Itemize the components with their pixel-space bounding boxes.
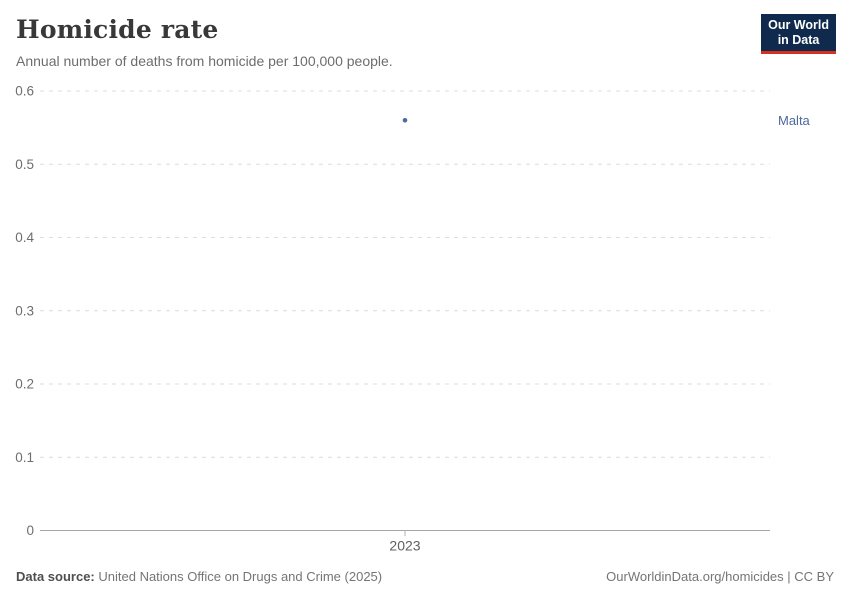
x-tick-label: 2023: [389, 538, 420, 554]
y-tick-label: 0.6: [15, 84, 34, 99]
chart-footer: Data source: United Nations Office on Dr…: [16, 569, 834, 584]
y-tick-label: 0.2: [15, 377, 34, 392]
data-source-note: Data source: United Nations Office on Dr…: [16, 569, 382, 584]
y-tick-label: 0.4: [15, 230, 34, 245]
owid-logo[interactable]: Our World in Data: [761, 14, 836, 54]
data-source-text: United Nations Office on Drugs and Crime…: [98, 569, 383, 584]
owid-logo-line2: in Data: [777, 33, 820, 47]
page-title: Homicide rate: [16, 15, 219, 44]
y-tick-label: 0.1: [15, 450, 34, 465]
chart-subtitle: Annual number of deaths from homicide pe…: [16, 53, 393, 69]
y-tick-label: 0: [26, 523, 34, 538]
series-label-malta[interactable]: Malta: [778, 113, 811, 128]
y-tick-label: 0.3: [15, 303, 34, 318]
data-point-malta[interactable]: [402, 118, 408, 123]
y-tick-label: 0.5: [15, 157, 34, 172]
owid-logo-line1: Our World: [768, 18, 829, 32]
credit-link[interactable]: OurWorldinData.org/homicides | CC BY: [606, 569, 834, 584]
data-source-label: Data source:: [16, 569, 95, 584]
